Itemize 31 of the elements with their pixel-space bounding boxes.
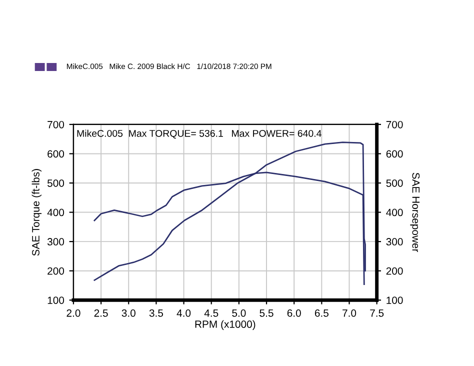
x-tick-label: 2.5 <box>94 309 108 317</box>
y-axis-title: SAE Torque (ft-lbs) <box>32 169 42 256</box>
y2-tick-label: 600 <box>386 150 403 158</box>
y2-tick-label: 400 <box>386 208 403 216</box>
y2-axis-title: SAE Horsepower <box>410 172 420 252</box>
y2-tick-label: 500 <box>386 180 403 187</box>
y-tick-label: 600 <box>48 150 64 158</box>
x-tick-label: 6.5 <box>314 309 328 317</box>
x-tick-label: 3.0 <box>122 309 136 317</box>
x-tick-label: 5.0 <box>232 309 246 317</box>
y-tick-label: 300 <box>47 238 64 246</box>
y2-tick-label: 700 <box>386 120 403 128</box>
x-tick-label: 4.0 <box>176 309 191 317</box>
x-tick-label: 7.0 <box>342 309 356 317</box>
y2-tick-label: 300 <box>386 238 403 246</box>
x-tick-label: 6.0 <box>287 309 301 317</box>
y-tick-label: 400 <box>47 208 64 216</box>
x-tick-label: 3.5 <box>149 309 164 317</box>
annotation: Max POWER= 640.4 <box>232 130 322 137</box>
x-tick-label: 7.5 <box>370 310 384 317</box>
y-tick-label: 100 <box>48 296 64 304</box>
x-tick-label: 5.5 <box>260 310 274 317</box>
y-tick-label: 200 <box>48 267 64 275</box>
y2-tick-label: 100 <box>386 296 403 304</box>
x-axis-title: RPM (x1000) <box>195 320 256 330</box>
x-tick-label: 2.0 <box>66 309 80 317</box>
y-tick-label: 500 <box>47 180 64 187</box>
y-tick-label: 700 <box>48 120 64 128</box>
annotation: MikeC.005 Max TORQUE= 536.1 <box>77 130 223 139</box>
y2-tick-label: 200 <box>386 267 403 275</box>
x-tick-label: 4.5 <box>204 310 218 317</box>
